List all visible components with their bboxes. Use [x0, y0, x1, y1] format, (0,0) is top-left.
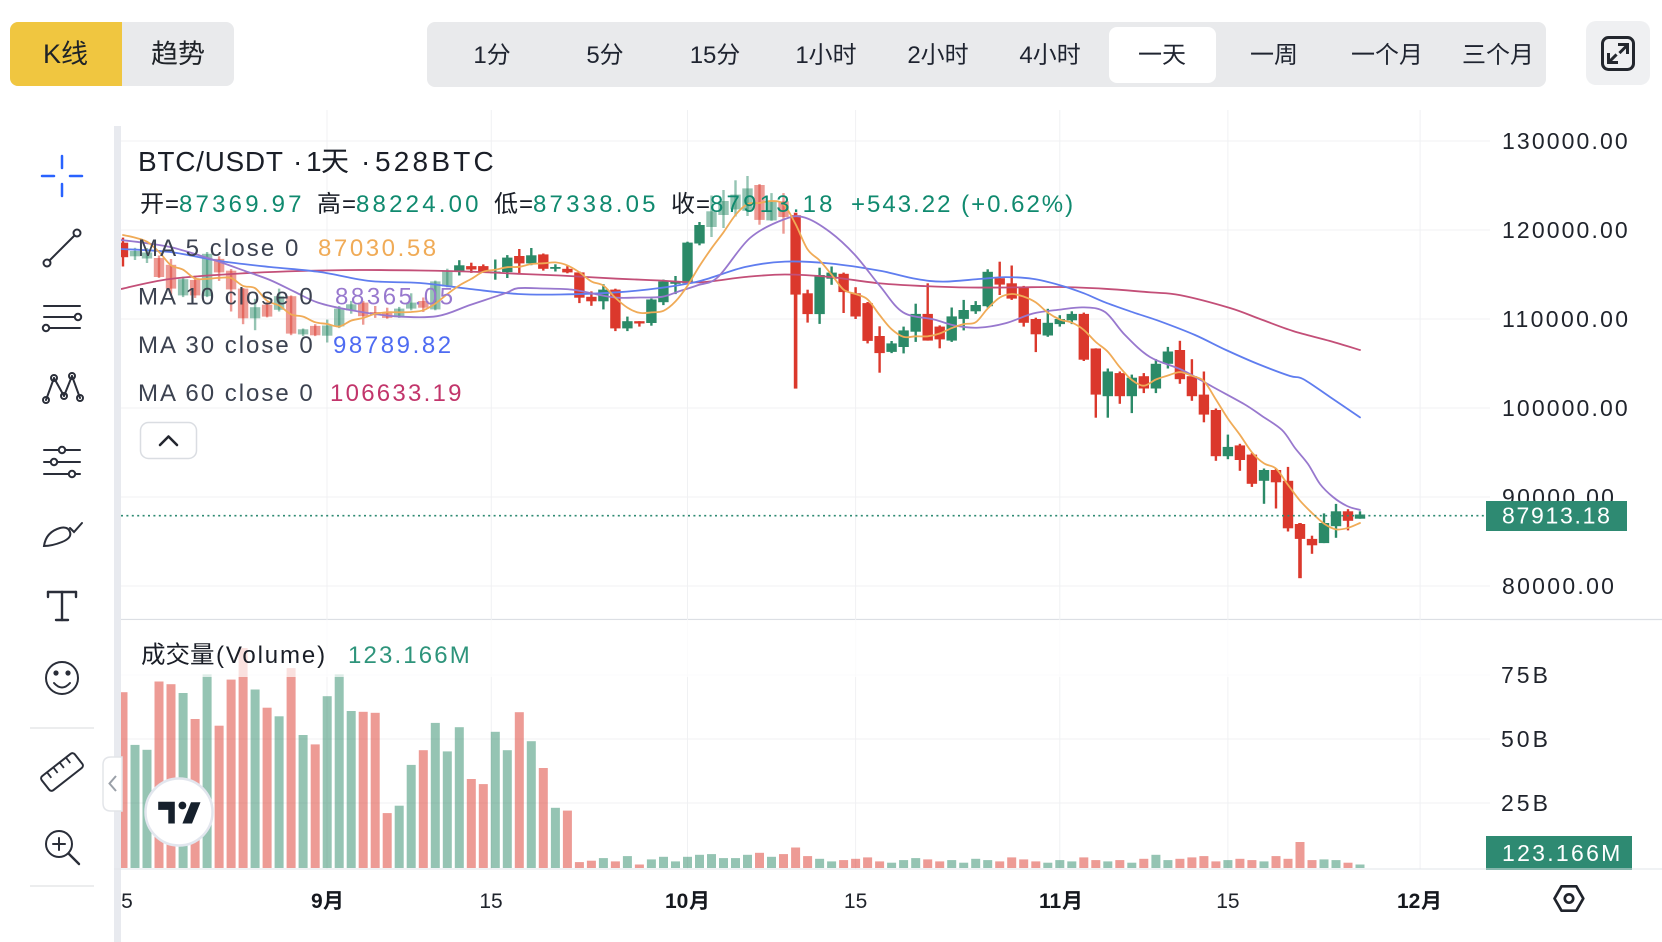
svg-text:1: 1 [795, 42, 808, 69]
svg-text:(Volume): (Volume) [216, 642, 327, 669]
svg-text:87369.97: 87369.97 [179, 191, 305, 218]
svg-text:+543.22 (+0.62%): +543.22 (+0.62%) [851, 191, 1075, 218]
svg-text:BTC/USDT: BTC/USDT [138, 146, 284, 177]
svg-text:87913.18: 87913.18 [710, 191, 836, 218]
svg-text:50B: 50B [1501, 726, 1551, 752]
svg-text:MA 30 close 0: MA 30 close 0 [138, 332, 315, 359]
svg-text:87030.58: 87030.58 [318, 235, 439, 262]
svg-text:87913.18: 87913.18 [1502, 503, 1612, 529]
svg-text:11: 11 [1039, 890, 1062, 913]
svg-text:MA 60 close 0: MA 60 close 0 [138, 380, 315, 407]
svg-text:88365.05: 88365.05 [335, 284, 456, 311]
svg-text:=: = [696, 191, 710, 218]
svg-text:123.166M: 123.166M [1502, 840, 1623, 866]
svg-text:12: 12 [1397, 890, 1420, 913]
svg-text:15: 15 [479, 890, 502, 913]
svg-text:·: · [361, 146, 370, 177]
svg-text:MA 10 close 0: MA 10 close 0 [138, 284, 315, 311]
svg-text:=: = [165, 191, 179, 218]
svg-text:9: 9 [311, 890, 323, 913]
svg-text:1: 1 [473, 42, 486, 69]
svg-text:120000.00: 120000.00 [1502, 217, 1630, 243]
svg-text:98789.82: 98789.82 [333, 332, 454, 359]
svg-text:10: 10 [665, 890, 688, 913]
svg-text:106633.19: 106633.19 [330, 380, 464, 407]
svg-text:=: = [519, 191, 533, 218]
svg-text:K: K [43, 39, 61, 69]
svg-text:80000.00: 80000.00 [1502, 573, 1616, 599]
svg-text:110000.00: 110000.00 [1502, 306, 1630, 332]
svg-text:528BTC: 528BTC [375, 146, 497, 177]
svg-text:4: 4 [1019, 42, 1032, 69]
svg-text:=: = [342, 191, 356, 218]
svg-text:75B: 75B [1501, 662, 1551, 688]
svg-text:1: 1 [306, 146, 322, 177]
svg-text:MA 5 close 0: MA 5 close 0 [138, 235, 300, 262]
svg-text:5: 5 [121, 890, 133, 913]
svg-text:2: 2 [907, 42, 920, 69]
svg-text:15: 15 [844, 890, 867, 913]
svg-text:15: 15 [1216, 890, 1239, 913]
svg-text:25B: 25B [1501, 790, 1551, 816]
svg-text:·: · [293, 146, 302, 177]
svg-text:15: 15 [690, 42, 717, 69]
svg-text:100000.00: 100000.00 [1502, 395, 1630, 421]
svg-text:88224.00: 88224.00 [356, 191, 482, 218]
svg-text:87338.05: 87338.05 [533, 191, 659, 218]
svg-text:5: 5 [586, 42, 599, 69]
svg-text:130000.00: 130000.00 [1502, 128, 1630, 154]
svg-text:123.166M: 123.166M [348, 642, 472, 669]
